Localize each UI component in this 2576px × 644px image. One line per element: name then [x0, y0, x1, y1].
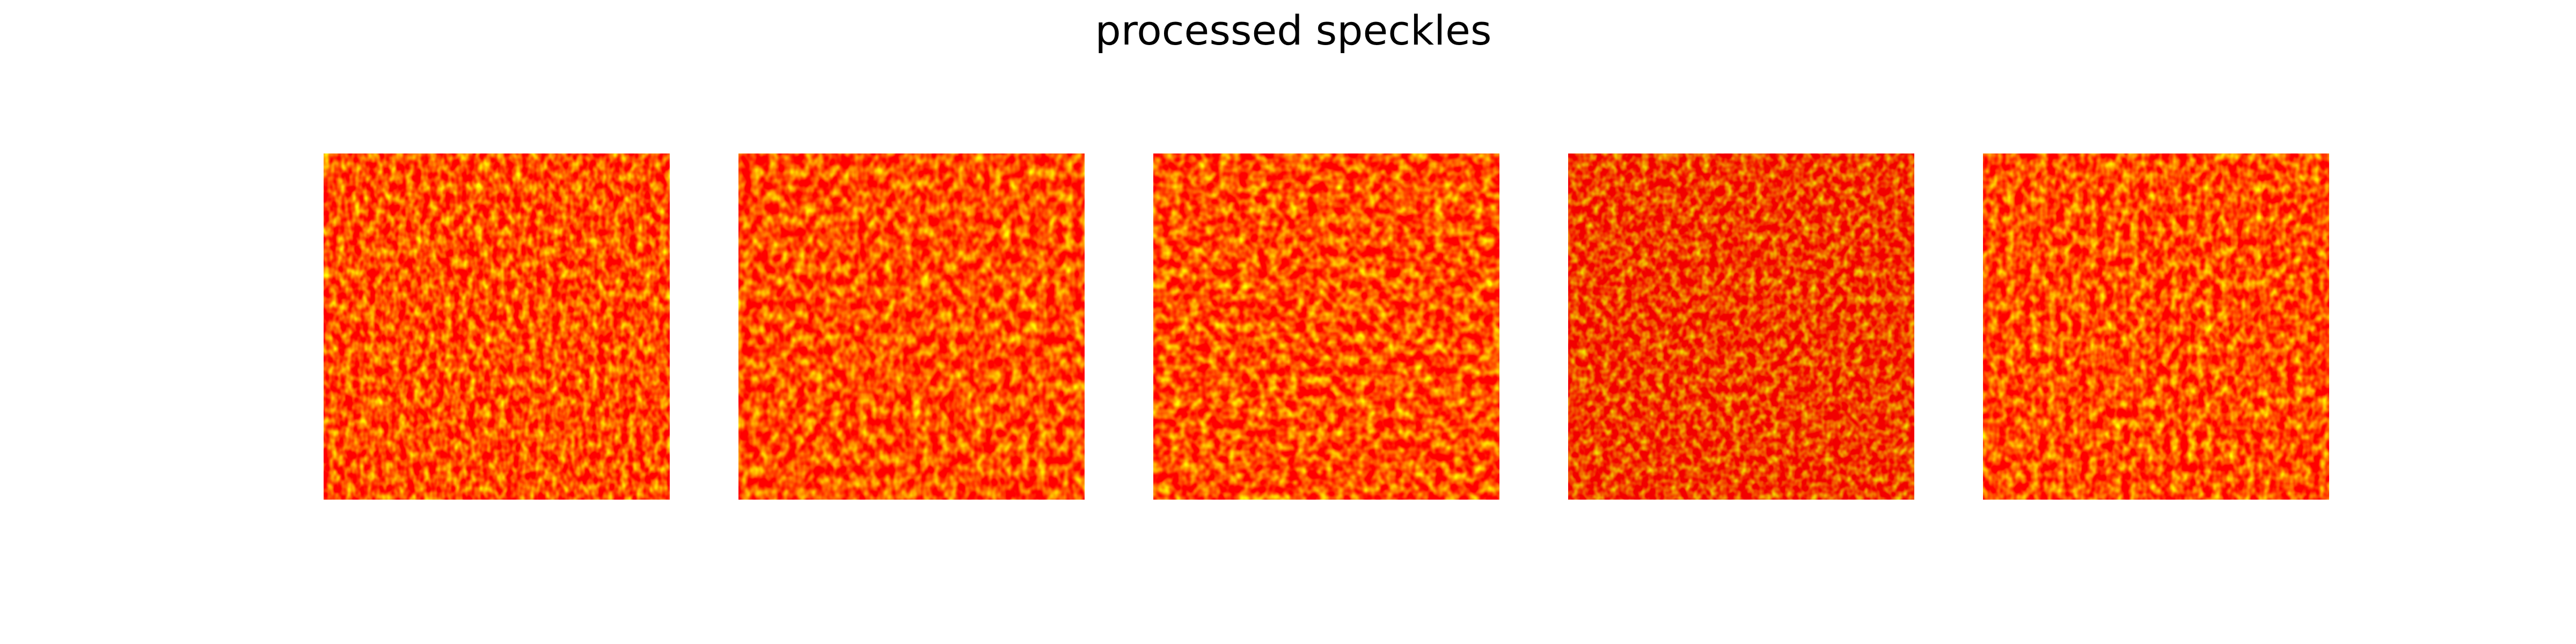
figure-title: processed speckles — [1095, 6, 1491, 54]
speckle-image — [324, 153, 670, 500]
speckle-image — [1983, 153, 2329, 500]
speckle-image — [738, 153, 1085, 500]
speckle-image — [1153, 153, 1499, 500]
speckle-image — [1568, 153, 1914, 500]
